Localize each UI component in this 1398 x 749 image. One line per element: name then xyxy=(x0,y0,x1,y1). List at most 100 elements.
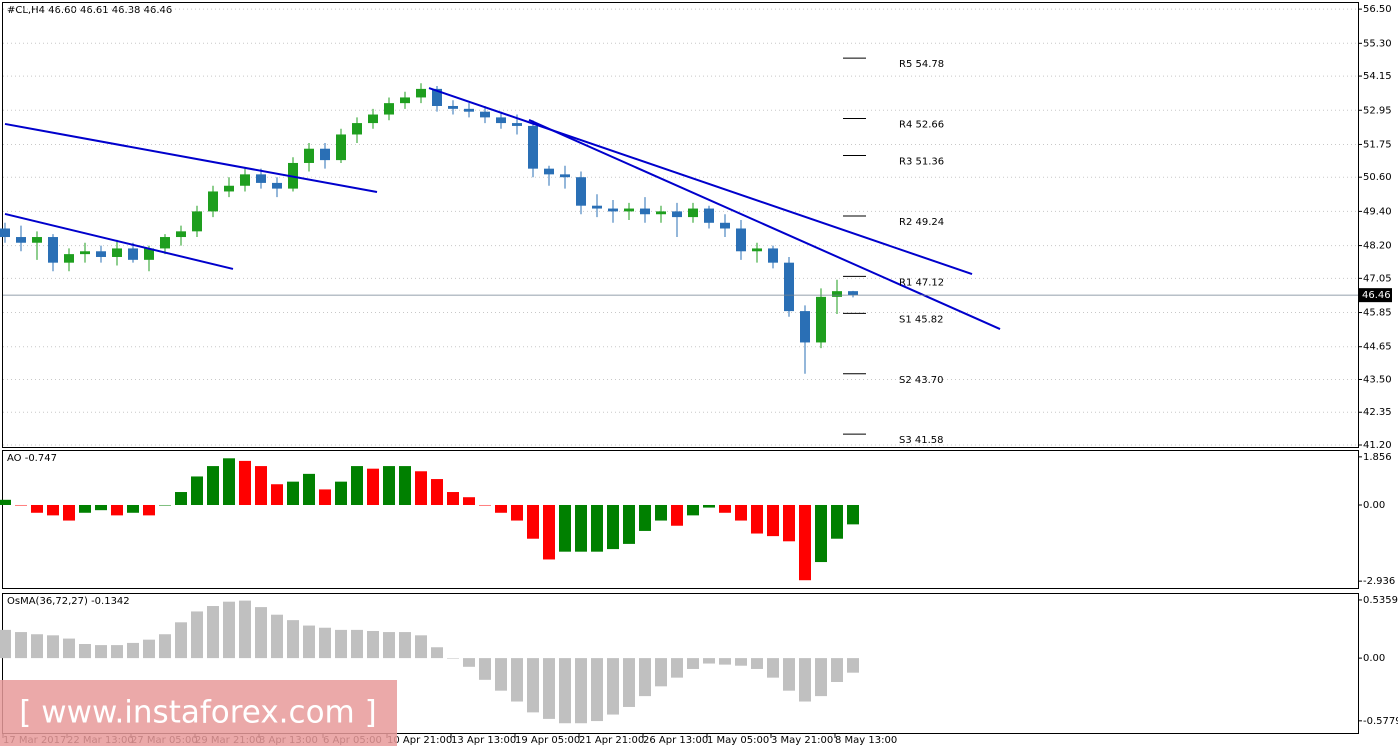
candle-body xyxy=(800,311,810,343)
bar xyxy=(367,468,379,505)
pivot-label: S3 41.58 xyxy=(899,435,944,446)
bar xyxy=(31,504,43,513)
bar xyxy=(703,658,715,664)
candle-body xyxy=(416,88,426,98)
y-tick-label: 52.95 xyxy=(1363,105,1392,116)
bar xyxy=(687,658,699,669)
trendline xyxy=(428,87,973,276)
pane-title: OsMA(36,72,27) -0.1342 xyxy=(7,596,130,607)
candle-body xyxy=(736,228,746,252)
bar xyxy=(751,504,763,534)
y-tick-label: 55.30 xyxy=(1363,38,1392,49)
candle-body xyxy=(32,237,42,243)
bar xyxy=(543,504,555,560)
pivot-label: R4 52.66 xyxy=(899,120,944,131)
bar xyxy=(399,632,411,659)
bar xyxy=(719,504,731,513)
candle-body xyxy=(848,291,858,296)
bar xyxy=(799,504,811,581)
candle-body xyxy=(48,237,58,263)
y-tick-label: 49.40 xyxy=(1363,206,1392,217)
trendline xyxy=(4,122,378,194)
bar xyxy=(271,484,283,505)
bar xyxy=(607,658,619,715)
y-tick-label: 51.75 xyxy=(1363,139,1392,150)
bar xyxy=(383,466,395,505)
candle-body xyxy=(784,262,794,312)
bar xyxy=(575,504,587,552)
candle-body xyxy=(176,231,186,238)
x-tick-label: 8 May 13:00 xyxy=(835,735,897,746)
bar xyxy=(543,658,555,719)
candle-body xyxy=(768,248,778,263)
bar xyxy=(495,504,507,513)
x-tick-label: 13 Apr 13:00 xyxy=(451,735,516,746)
bar xyxy=(559,658,571,724)
candle-body xyxy=(688,208,698,218)
bar xyxy=(527,658,539,713)
candle-body xyxy=(208,191,218,212)
bar xyxy=(207,466,219,505)
trendline xyxy=(4,212,234,270)
bar xyxy=(95,504,107,511)
bar xyxy=(831,658,843,682)
candle-body xyxy=(720,222,730,229)
bar xyxy=(735,658,747,666)
candle-body xyxy=(160,237,170,249)
bar xyxy=(15,504,27,506)
bar xyxy=(735,504,747,521)
y-tick-label: 48.20 xyxy=(1363,241,1392,252)
bar xyxy=(511,658,523,702)
bar xyxy=(223,601,235,659)
y-tick-label: 0.00 xyxy=(1363,500,1385,511)
candle-body xyxy=(432,88,442,106)
price-pane xyxy=(2,2,1359,448)
y-tick-label: -2.936 xyxy=(1363,576,1395,587)
bar xyxy=(639,658,651,697)
candle-body xyxy=(112,248,122,257)
bar xyxy=(815,658,827,697)
bar xyxy=(159,634,171,659)
bar xyxy=(303,473,315,505)
candle-body xyxy=(832,291,842,297)
bar xyxy=(671,658,683,678)
bar xyxy=(239,600,251,659)
candle-body xyxy=(352,123,362,135)
candle-body xyxy=(608,208,618,212)
candle-body xyxy=(496,117,506,124)
last-price-label: 46.46 xyxy=(1362,290,1391,301)
pivot-label: R3 51.36 xyxy=(899,157,944,168)
pivot-label: R5 54.78 xyxy=(899,59,944,70)
bar xyxy=(351,466,363,505)
pane-title: #CL,H4 46.60 46.61 46.38 46.46 xyxy=(7,5,172,16)
y-tick-label: -0.5779 xyxy=(1363,716,1398,727)
trendline xyxy=(528,119,1001,330)
y-tick-label: 56.50 xyxy=(1363,4,1392,15)
bar xyxy=(607,504,619,550)
bar xyxy=(671,504,683,526)
x-tick-label: 26 Apr 13:00 xyxy=(643,735,708,746)
candle-body xyxy=(704,208,714,223)
bar xyxy=(47,635,59,659)
bar xyxy=(207,606,219,659)
candle-body xyxy=(544,168,554,175)
candle-body xyxy=(64,254,74,263)
bar xyxy=(639,504,651,531)
candle-body xyxy=(656,211,666,215)
bar xyxy=(127,504,139,513)
y-tick-label: 43.50 xyxy=(1363,374,1392,385)
candle-body xyxy=(400,97,410,104)
bar xyxy=(287,620,299,659)
bar xyxy=(591,658,603,722)
last-price-box xyxy=(1359,288,1392,303)
bar xyxy=(399,466,411,505)
bar xyxy=(303,625,315,659)
bar xyxy=(159,504,171,506)
bar xyxy=(511,504,523,521)
bar xyxy=(111,504,123,516)
bar xyxy=(751,658,763,669)
bar xyxy=(623,504,635,544)
candle-body xyxy=(752,248,762,252)
candle-body xyxy=(816,296,826,343)
